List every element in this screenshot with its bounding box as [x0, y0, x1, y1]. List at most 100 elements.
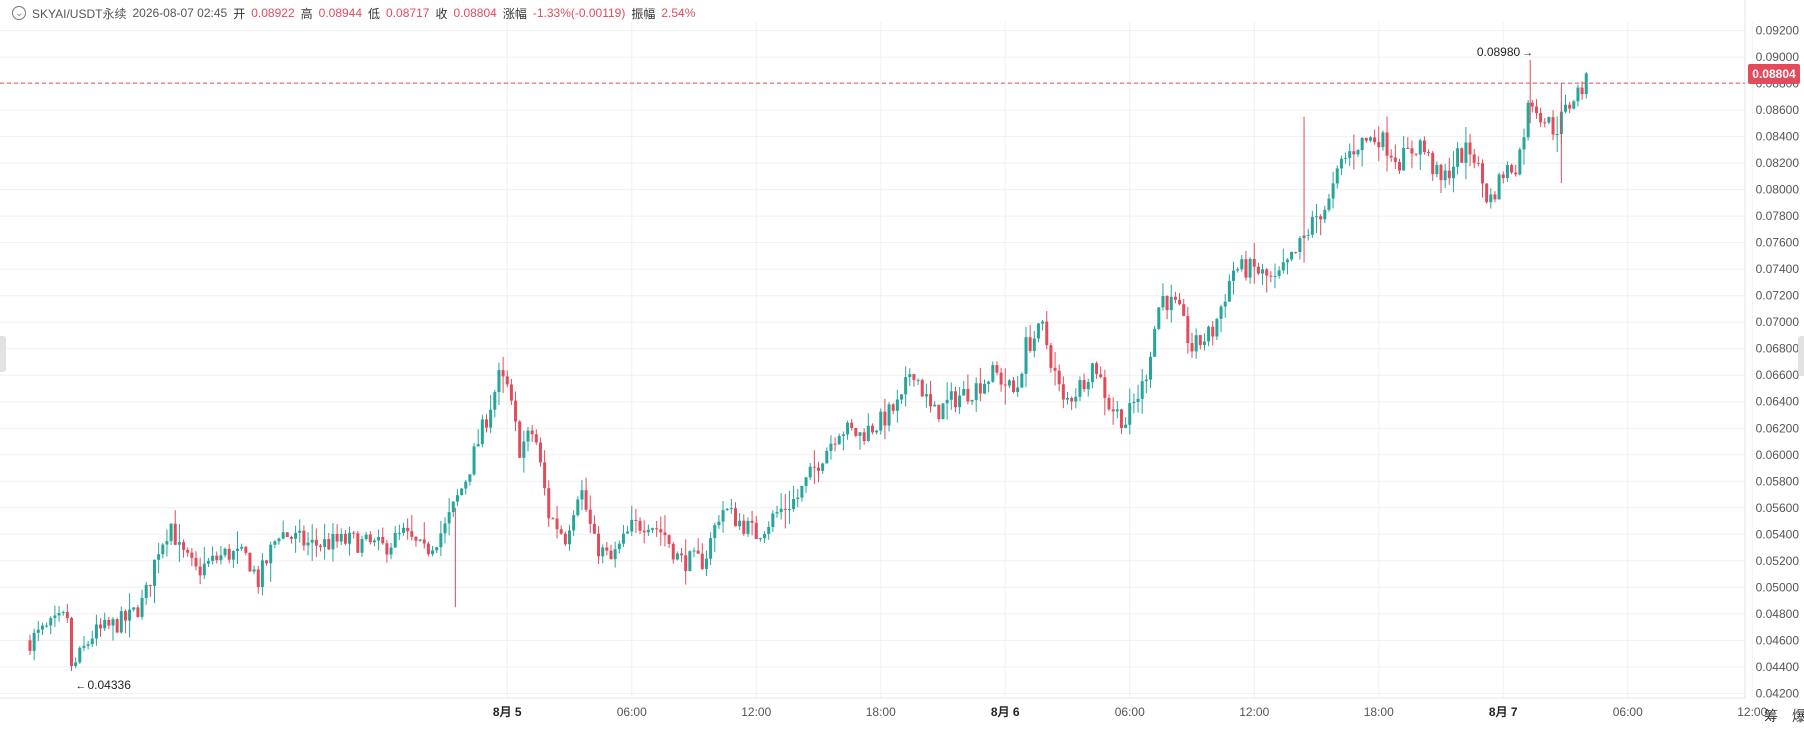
- candle-body: [1398, 161, 1401, 171]
- candle-body: [1406, 147, 1410, 149]
- candle-body: [1493, 194, 1497, 200]
- chips-button[interactable]: 筹: [1764, 708, 1778, 724]
- y-tick-label: 0.07000: [1756, 315, 1800, 329]
- candle-body: [821, 463, 825, 471]
- candle-body: [206, 560, 210, 564]
- y-tick-label: 0.06800: [1756, 342, 1800, 356]
- candle-body: [1360, 137, 1364, 151]
- candle-body: [1460, 148, 1464, 163]
- y-tick-label: 0.09000: [1756, 50, 1800, 64]
- candle-body: [435, 547, 439, 551]
- candle-body: [1140, 381, 1144, 399]
- y-tick-label: 0.07200: [1756, 289, 1800, 303]
- candle-body: [211, 555, 215, 561]
- candle-body: [675, 553, 679, 560]
- candle-body: [680, 553, 684, 556]
- candle-body: [626, 531, 630, 534]
- candle-body: [758, 538, 762, 540]
- candle-body: [704, 558, 708, 569]
- candle-body: [991, 365, 995, 382]
- candle-body: [464, 481, 468, 489]
- candle-body: [1576, 87, 1580, 102]
- candle-body: [634, 519, 638, 521]
- y-tick-label: 0.04200: [1756, 686, 1800, 700]
- candle-body: [817, 467, 820, 471]
- candle-body: [128, 609, 132, 621]
- candle-body: [700, 553, 704, 569]
- candle-body: [364, 534, 368, 540]
- candle-body: [1165, 295, 1169, 311]
- candle-body: [223, 548, 227, 556]
- candle-body: [1182, 304, 1186, 316]
- candle-body: [1190, 343, 1194, 352]
- candle-body: [1418, 140, 1422, 155]
- candle-body: [148, 584, 152, 586]
- candle-body: [1310, 216, 1314, 235]
- candle-body: [157, 554, 161, 560]
- candle-body: [538, 442, 542, 463]
- low-label: 低: [368, 6, 381, 21]
- candle-body: [995, 365, 999, 373]
- candle-body: [1070, 397, 1074, 402]
- candle-body: [231, 551, 235, 560]
- candle-body: [804, 477, 808, 486]
- candle-body: [779, 508, 783, 513]
- candle-body: [1082, 380, 1086, 390]
- candle-body: [1568, 104, 1572, 109]
- candle-body: [219, 555, 223, 561]
- candle-body: [115, 619, 119, 633]
- candle-body: [393, 532, 397, 548]
- candle-body: [1086, 382, 1090, 390]
- candle-body: [352, 532, 356, 534]
- x-tick-label: 06:00: [1613, 705, 1643, 719]
- candle-body: [177, 542, 181, 545]
- candle-body: [837, 435, 841, 445]
- close-value: 0.08804: [453, 6, 497, 20]
- candle-body: [1119, 409, 1123, 428]
- settings-chevron-icon[interactable]: ⌄: [12, 6, 26, 20]
- y-tick-label: 0.07400: [1756, 262, 1800, 276]
- candle-body: [862, 432, 866, 441]
- candle-body: [1099, 374, 1103, 378]
- y-tick-label: 0.08600: [1756, 103, 1800, 117]
- candle-body: [1169, 296, 1173, 311]
- candle-body: [414, 536, 418, 541]
- candle-body: [1277, 270, 1281, 276]
- candle-body: [1007, 380, 1011, 386]
- candle-body: [1472, 154, 1476, 163]
- candle-body: [1273, 275, 1277, 277]
- left-panel-handle[interactable]: [0, 336, 6, 372]
- candle-body: [879, 411, 883, 431]
- candle-body: [1368, 137, 1372, 141]
- candle-body: [891, 404, 895, 411]
- candle-body: [1248, 258, 1252, 278]
- candle-body: [696, 550, 700, 554]
- liquidation-button[interactable]: 爆: [1792, 708, 1804, 724]
- candle-body: [256, 569, 260, 587]
- candle-body: [472, 446, 476, 475]
- candle-body: [1095, 363, 1099, 375]
- candle-body: [746, 520, 750, 534]
- candle-body: [78, 647, 82, 663]
- candle-body: [767, 526, 771, 534]
- candle-body: [1505, 165, 1509, 179]
- close-label: 收: [435, 6, 448, 21]
- candle-body: [103, 619, 107, 629]
- candle-body: [621, 533, 625, 544]
- candle-body: [460, 488, 464, 496]
- candle-body: [1232, 270, 1235, 281]
- candle-body: [82, 645, 86, 648]
- candle-body: [273, 541, 277, 545]
- right-panel-handle[interactable]: [1798, 336, 1804, 376]
- candle-body: [895, 399, 899, 411]
- candle-body: [659, 529, 663, 533]
- candle-body: [1319, 216, 1323, 220]
- candle-body: [240, 546, 244, 549]
- candle-body: [1207, 326, 1211, 342]
- candle-body: [1555, 134, 1559, 136]
- candle-body: [1244, 259, 1248, 278]
- candle-body: [684, 555, 688, 572]
- y-tick-label: 0.06600: [1756, 368, 1800, 382]
